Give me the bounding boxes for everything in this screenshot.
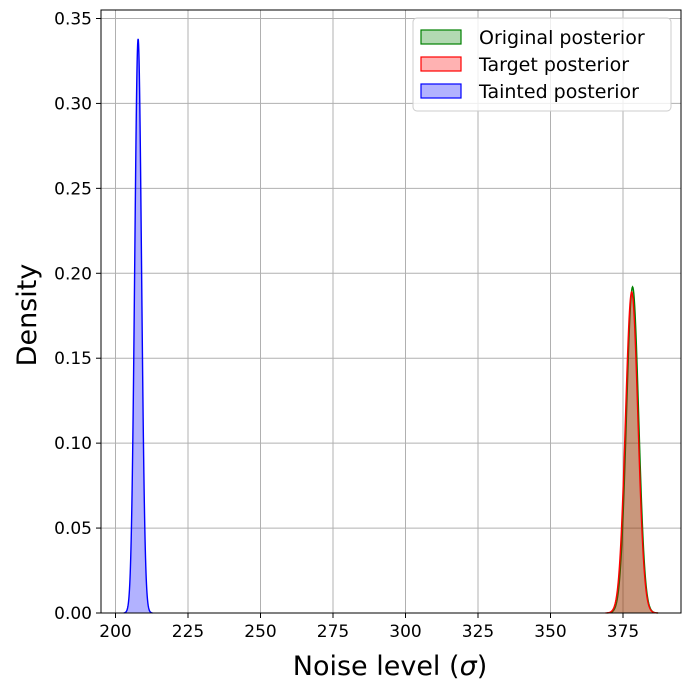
y-tick-label: 0.15 xyxy=(54,349,92,369)
y-tick-label: 0.00 xyxy=(54,604,92,624)
x-tick-label: 225 xyxy=(172,622,204,642)
y-tick-label: 0.30 xyxy=(54,94,92,114)
x-axis-label-prefix: Noise level ( xyxy=(293,651,460,682)
legend-label: Original posterior xyxy=(479,27,645,49)
x-tick-label: 325 xyxy=(462,622,494,642)
y-tick-label: 0.25 xyxy=(54,179,92,199)
legend: Original posterior Target posterior Tainte… xyxy=(412,17,672,112)
x-tick-label: 300 xyxy=(389,622,421,642)
x-tick-label: 200 xyxy=(99,622,131,642)
x-axis-label-suffix: ) xyxy=(477,651,488,682)
density-area-fill-0 xyxy=(606,286,659,613)
density-area-fill-2 xyxy=(123,38,153,613)
legend-swatch xyxy=(420,83,462,99)
legend-swatch xyxy=(420,29,462,45)
x-tick-label: 275 xyxy=(317,622,349,642)
y-tick-label: 0.05 xyxy=(54,519,92,539)
x-tick-label: 250 xyxy=(244,622,276,642)
density-area-fill-1 xyxy=(605,291,658,613)
y-axis-ticks: 0.00 0.05 0.10 0.15 0.20 0.25 0.30 0.35 xyxy=(54,9,101,624)
density-curve-1 xyxy=(605,290,658,614)
legend-label: Target posterior xyxy=(478,54,629,76)
x-axis-label-sigma: σ xyxy=(460,651,478,682)
y-axis-label: Density xyxy=(12,264,43,367)
density-areas xyxy=(123,38,659,614)
x-tick-label: 375 xyxy=(607,622,639,642)
legend-label: Tainted posterior xyxy=(478,81,639,103)
y-tick-label: 0.35 xyxy=(54,9,92,29)
plot-frame xyxy=(100,9,682,614)
legend-box xyxy=(412,17,672,112)
x-axis-ticks: 200 225 250 275 300 325 350 375 xyxy=(99,613,639,642)
density-curve-2 xyxy=(123,38,153,614)
y-tick-label: 0.10 xyxy=(54,434,92,454)
y-tick-label: 0.20 xyxy=(54,264,92,284)
x-axis-label: Noise level (σ) xyxy=(293,651,487,682)
x-tick-label: 350 xyxy=(534,622,566,642)
legend-swatch xyxy=(420,56,462,72)
